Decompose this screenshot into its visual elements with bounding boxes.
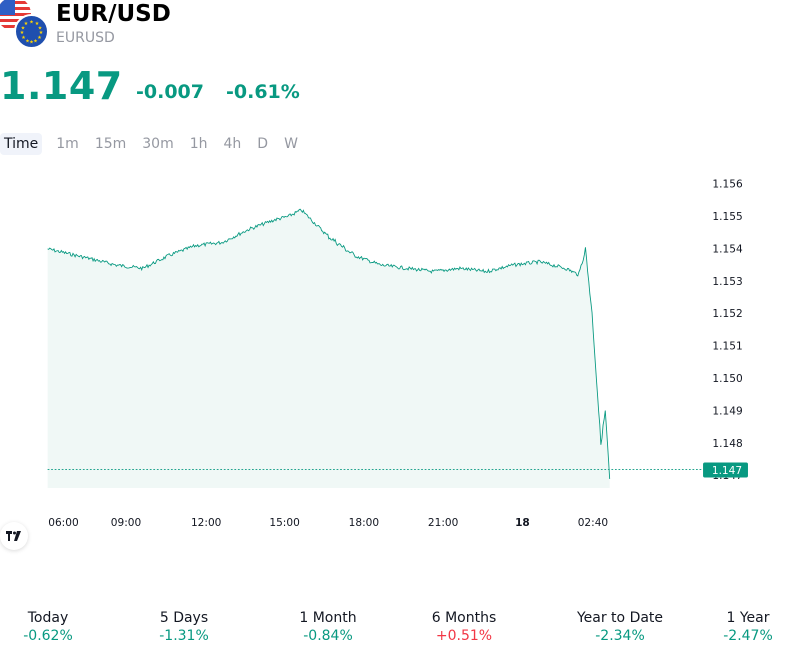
tab-d[interactable]: D xyxy=(257,136,269,152)
performance-item[interactable]: Today -0.62% xyxy=(0,610,96,644)
svg-text:★: ★ xyxy=(39,30,44,36)
x-tick-label: 12:00 xyxy=(191,517,222,529)
x-tick-label: 02:40 xyxy=(578,517,609,529)
performance-value: -0.62% xyxy=(23,628,73,644)
performance-value: -0.84% xyxy=(303,628,353,644)
svg-text:★: ★ xyxy=(33,39,38,45)
price-area-fill xyxy=(47,209,610,489)
x-tick-label: 15:00 xyxy=(269,517,300,529)
last-price-badge xyxy=(703,462,748,478)
ticker-label: EURUSD xyxy=(56,30,115,46)
tab-30m[interactable]: 30m xyxy=(142,136,174,152)
symbol-title: EUR/USD xyxy=(56,1,171,27)
eu-flag-icon: ★ ★ ★ ★ ★ ★ ★ ★ ★ ★ ★ ★ xyxy=(14,14,49,49)
performance-value: -1.31% xyxy=(159,628,209,644)
tab-time[interactable]: Time xyxy=(0,133,43,155)
svg-text:★: ★ xyxy=(20,30,25,36)
x-tick-label: 18 xyxy=(515,517,530,529)
last-price-label: 1.147 xyxy=(712,465,742,477)
x-tick-label: 21:00 xyxy=(428,517,459,529)
y-tick-label: 1.149 xyxy=(712,405,742,417)
currency-flags: ★ ★ ★ ★ ★ ★ ★ ★ ★ ★ ★ ★ xyxy=(0,0,50,50)
performance-value: -2.34% xyxy=(595,628,645,644)
tab-w[interactable]: W xyxy=(284,136,298,152)
svg-text:★: ★ xyxy=(29,20,34,26)
timeframe-tabs: Time 1m 15m 30m 1h 4h D W xyxy=(0,131,306,157)
x-axis: 06:00 09:00 12:00 15:00 18:00 21:00 18 02:40 xyxy=(48,517,608,529)
price-change-percent: -0.61% xyxy=(226,81,300,103)
performance-item[interactable]: 1 Year -2.47% xyxy=(696,610,800,644)
svg-text:★: ★ xyxy=(21,35,26,41)
performance-item[interactable]: Year to Date -2.34% xyxy=(544,610,696,644)
performance-item[interactable]: 6 Months +0.51% xyxy=(384,610,544,644)
tradingview-logo-icon[interactable] xyxy=(0,522,28,550)
x-tick-label: 06:00 xyxy=(48,517,79,529)
performance-value: -2.47% xyxy=(723,628,773,644)
performance-value: +0.51% xyxy=(435,628,493,644)
performance-label: 6 Months xyxy=(431,610,497,626)
svg-text:★: ★ xyxy=(35,21,40,27)
svg-text:★: ★ xyxy=(37,35,42,41)
tab-4h[interactable]: 4h xyxy=(223,136,242,152)
y-tick-label: 1.154 xyxy=(712,243,743,255)
x-tick-label: 18:00 xyxy=(349,517,380,529)
y-tick-label: 1.151 xyxy=(712,341,742,353)
y-tick-label: 1.150 xyxy=(712,373,743,385)
tab-15m[interactable]: 15m xyxy=(94,136,127,152)
performance-label: Year to Date xyxy=(576,610,664,626)
performance-label: Today xyxy=(27,610,69,626)
price-chart[interactable]: 1.156 1.155 1.154 1.153 1.152 1.151 1.150 1.149… xyxy=(0,170,800,540)
y-tick-label: 1.156 xyxy=(712,179,743,191)
tab-1m[interactable]: 1m xyxy=(56,136,79,152)
performance-item[interactable]: 1 Month -0.84% xyxy=(272,610,384,644)
price-line xyxy=(47,208,611,479)
svg-text:★: ★ xyxy=(38,26,43,32)
performance-label: 1 Year xyxy=(726,610,770,626)
tab-1h[interactable]: 1h xyxy=(189,136,208,152)
x-tick-label: 09:00 xyxy=(111,517,142,529)
svg-text:★: ★ xyxy=(25,39,30,45)
svg-text:★: ★ xyxy=(21,26,26,32)
svg-text:★: ★ xyxy=(29,40,34,46)
performance-item[interactable]: 5 Days -1.31% xyxy=(96,610,272,644)
performance-row: Today -0.62% 5 Days -1.31% 1 Month -0.84% 6 Mo… xyxy=(0,610,800,644)
y-tick-label: 1.155 xyxy=(712,211,742,223)
y-tick-label: 1.148 xyxy=(712,438,742,450)
performance-label: 1 Month xyxy=(299,610,357,626)
y-axis: 1.156 1.155 1.154 1.153 1.152 1.151 1.150 1.149… xyxy=(712,179,743,483)
svg-text:★: ★ xyxy=(24,21,29,27)
current-price: 1.147 xyxy=(0,64,123,108)
y-tick-label: 1.152 xyxy=(712,308,742,320)
price-change: -0.007 xyxy=(136,81,204,103)
y-tick-label: 1.153 xyxy=(712,276,742,288)
performance-label: 5 Days xyxy=(159,610,209,626)
